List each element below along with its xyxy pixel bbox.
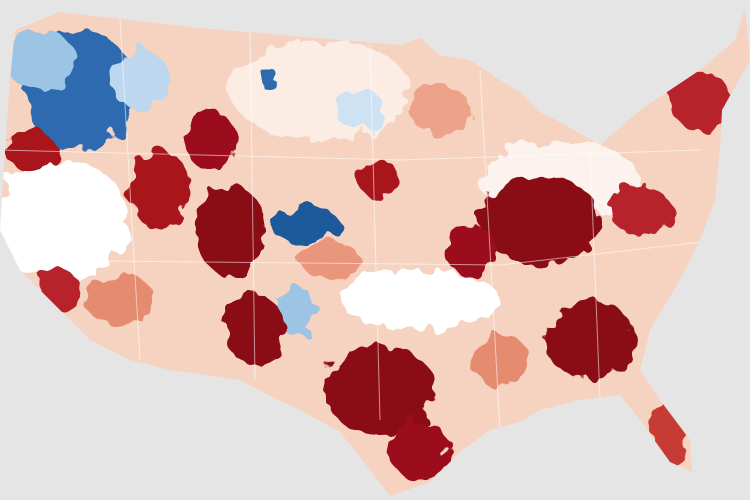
patch [110,50,170,110]
patch [610,185,670,235]
patch [410,85,470,135]
border [479,69,501,431]
patch [40,270,80,310]
patch [270,207,340,243]
patch [230,40,410,140]
patch [480,175,600,265]
patch [195,185,265,275]
patch [325,345,435,435]
patch [300,242,360,278]
patch [360,160,400,200]
patch [545,300,635,380]
patch [130,150,190,230]
patch [0,160,130,280]
border [119,19,141,361]
patch [470,335,530,385]
border [0,149,701,161]
patch [260,70,280,90]
border [369,44,381,421]
patch [340,270,500,330]
patch [5,130,55,170]
patch [85,275,155,325]
patch [225,295,285,365]
border [9,239,721,266]
patch [335,90,385,130]
border [589,149,601,401]
patch [390,420,450,480]
border [249,29,256,381]
patch [5,30,75,90]
patch [185,110,235,170]
state-borders [0,19,721,431]
anomaly-patches [0,30,730,480]
patch [445,225,495,275]
patch [275,285,315,335]
patch [670,70,730,130]
